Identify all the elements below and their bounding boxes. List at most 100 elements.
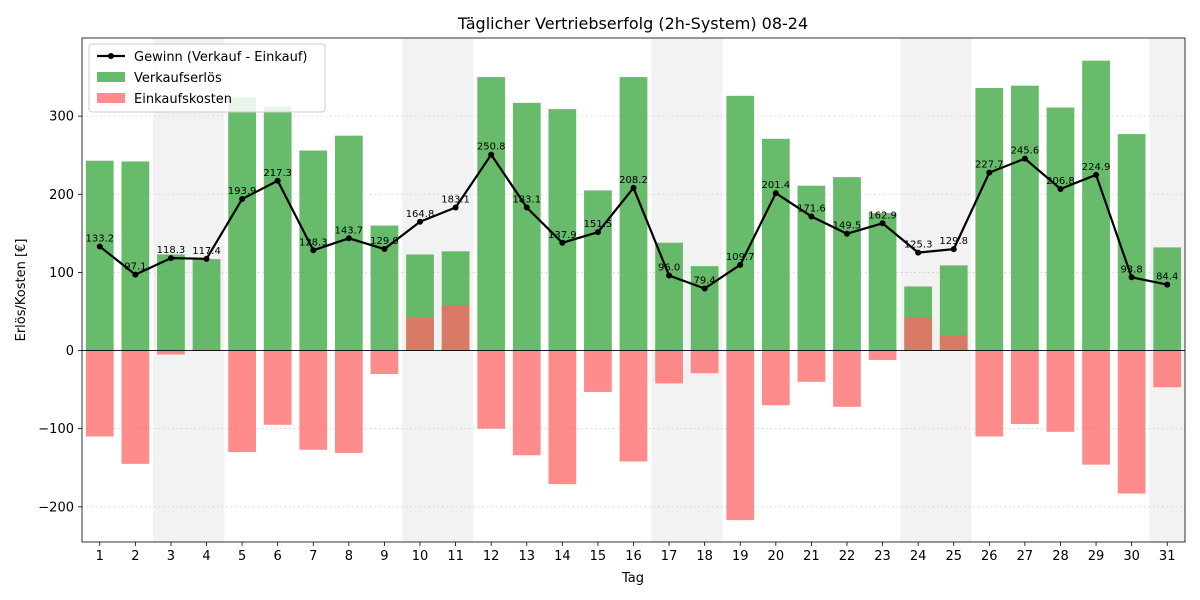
revenue-bar <box>619 77 648 351</box>
revenue-bar <box>1046 107 1075 351</box>
legend-line-marker <box>108 53 114 59</box>
y-tick-label: 0 <box>66 344 74 359</box>
x-tick-label: 29 <box>1088 549 1105 564</box>
profit-point <box>950 246 957 253</box>
legend-bar-swatch <box>97 72 125 82</box>
revenue-bar <box>797 185 826 351</box>
x-tick-label: 6 <box>274 549 282 564</box>
x-tick-label: 3 <box>167 549 175 564</box>
profit-point <box>381 246 388 253</box>
profit-point <box>701 285 708 292</box>
x-tick-label: 13 <box>518 549 535 564</box>
cost-bar <box>833 350 861 407</box>
x-tick-label: 27 <box>1017 549 1034 564</box>
profit-data-label: 117.4 <box>192 246 221 257</box>
cost-bar <box>904 316 933 351</box>
cost-bar <box>726 350 755 521</box>
revenue-bar <box>690 266 719 351</box>
profit-data-label: 97.1 <box>124 262 146 273</box>
x-tick-label: 15 <box>590 549 607 564</box>
x-tick-label: 12 <box>483 549 500 564</box>
profit-point <box>843 230 850 237</box>
revenue-bar <box>1117 134 1146 351</box>
x-tick-label: 19 <box>732 549 749 564</box>
y-axis-ticks: −200 −100 0 100 200 300 <box>38 110 82 515</box>
cost-bar <box>1153 350 1182 388</box>
profit-point <box>1093 171 1100 178</box>
cost-bar <box>228 350 256 453</box>
profit-point <box>772 190 779 197</box>
cost-bar <box>1046 350 1075 432</box>
profit-point <box>345 235 352 242</box>
profit-data-label: 143.7 <box>335 225 364 236</box>
revenue-bar <box>228 97 256 351</box>
revenue-bar <box>1082 60 1110 351</box>
revenue-bar <box>975 88 1004 351</box>
profit-data-label: 93.8 <box>1120 264 1142 275</box>
revenue-bar <box>655 242 683 351</box>
x-tick-label: 23 <box>874 549 891 564</box>
cost-bar <box>299 350 328 450</box>
cost-bar <box>655 350 683 384</box>
cost-bar <box>619 350 648 462</box>
x-tick-label: 31 <box>1159 549 1176 564</box>
profit-data-label: 84.4 <box>1156 272 1178 283</box>
revenue-bar <box>512 102 541 351</box>
profit-data-label: 171.6 <box>797 203 826 214</box>
x-tick-label: 7 <box>309 549 317 564</box>
x-tick-label: 11 <box>447 549 464 564</box>
profit-line-group <box>96 151 1171 292</box>
x-axis-ticks: 1 2 3 4 5 6 7 8 9 10 11 12 13 14 15 16 17 18 19 20 21 22 23 24 2… <box>96 542 1176 564</box>
profit-data-label: 133.2 <box>85 233 114 244</box>
profit-data-label: 206.8 <box>1046 176 1075 187</box>
revenue-bar <box>121 161 150 351</box>
revenue-bar <box>868 213 897 351</box>
x-tick-label: 9 <box>380 549 388 564</box>
profit-point <box>915 249 922 256</box>
x-tick-label: 17 <box>661 549 678 564</box>
profit-data-label: 149.5 <box>833 221 862 232</box>
x-tick-label: 14 <box>554 549 571 564</box>
cost-bar <box>157 350 185 355</box>
cost-bar <box>263 350 292 425</box>
x-tick-label: 20 <box>768 549 785 564</box>
revenue-bar <box>192 259 221 351</box>
x-tick-label: 5 <box>238 549 246 564</box>
profit-point <box>879 220 886 227</box>
cost-bar <box>548 350 577 485</box>
x-tick-label: 16 <box>625 549 642 564</box>
y-tick-label: 300 <box>49 110 74 125</box>
cost-bar <box>441 305 470 351</box>
y-tick-label: 100 <box>49 266 74 281</box>
profit-data-label: 109.7 <box>726 252 755 263</box>
x-tick-label: 1 <box>96 549 104 564</box>
revenue-bar <box>1011 85 1039 351</box>
profit-point <box>167 255 174 262</box>
cost-bar <box>334 350 363 453</box>
profit-data-label: 118.3 <box>157 245 186 256</box>
cost-bar <box>512 350 541 456</box>
profit-data-label: 129.8 <box>939 236 968 247</box>
profit-data-label: 217.3 <box>263 168 292 179</box>
profit-point <box>1164 281 1171 288</box>
cost-bar <box>85 350 114 437</box>
profit-point <box>594 229 601 236</box>
profit-point <box>132 271 139 278</box>
profit-point <box>488 151 495 158</box>
bars <box>85 60 1182 521</box>
legend-entry: Einkaufskosten <box>134 92 232 107</box>
profit-data-label: 227.7 <box>975 160 1004 171</box>
cost-bar <box>690 350 719 374</box>
revenue-bar <box>584 190 612 351</box>
profit-data-label: 128.3 <box>299 237 328 248</box>
revenue-bar <box>263 106 292 351</box>
y-tick-label: −100 <box>38 422 74 437</box>
y-tick-label: 200 <box>49 188 74 203</box>
profit-data-label: 125.3 <box>904 240 933 251</box>
profit-data-label: 129.9 <box>370 236 399 247</box>
y-tick-label: −200 <box>38 500 74 515</box>
cost-bar <box>797 350 826 382</box>
profit-point <box>274 177 281 184</box>
cost-bar <box>868 350 897 360</box>
